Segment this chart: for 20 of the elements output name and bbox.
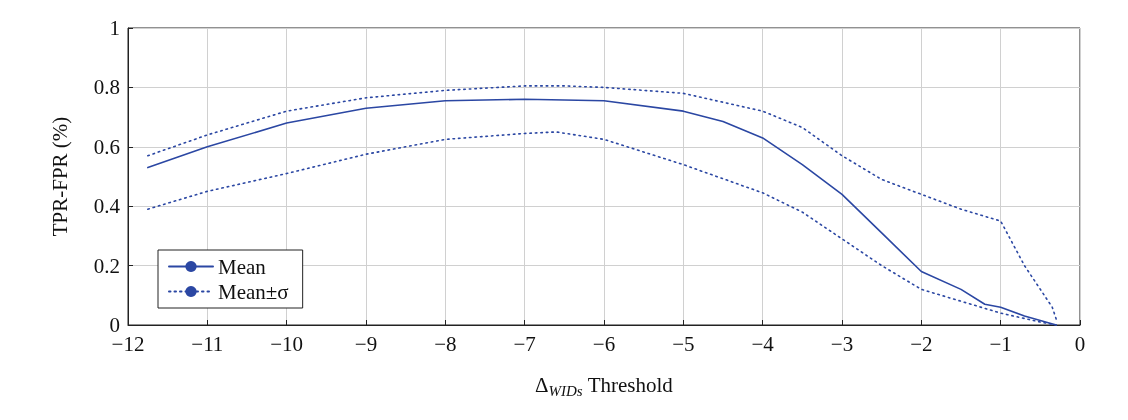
x-tick-label: −5: [672, 331, 695, 356]
y-tick-label: 0.8: [93, 75, 120, 100]
y-tick-label: 1: [109, 16, 120, 40]
x-tick-label: −4: [751, 331, 775, 356]
x-tick-label: −6: [592, 331, 616, 356]
x-tick-label: −10: [270, 331, 304, 356]
x-tick-label: −11: [191, 331, 224, 356]
x-tick-label: 0: [1074, 331, 1086, 356]
legend-label: Mean±σ: [218, 279, 289, 304]
x-tick-label: −2: [910, 331, 933, 356]
x-tick-label: −7: [513, 331, 536, 356]
y-axis-title: TPR-FPR (%): [47, 116, 72, 237]
x-tick-label: −1: [989, 331, 1012, 356]
y-tick-label: 0.4: [93, 194, 121, 219]
x-tick-label: −9: [354, 331, 378, 356]
y-tick-label: 0.6: [93, 134, 120, 159]
x-tick-label: −3: [830, 331, 854, 356]
x-tick-label: −8: [434, 331, 457, 356]
legend-label: Mean: [218, 254, 267, 279]
y-tick-label: 0.2: [93, 253, 120, 278]
